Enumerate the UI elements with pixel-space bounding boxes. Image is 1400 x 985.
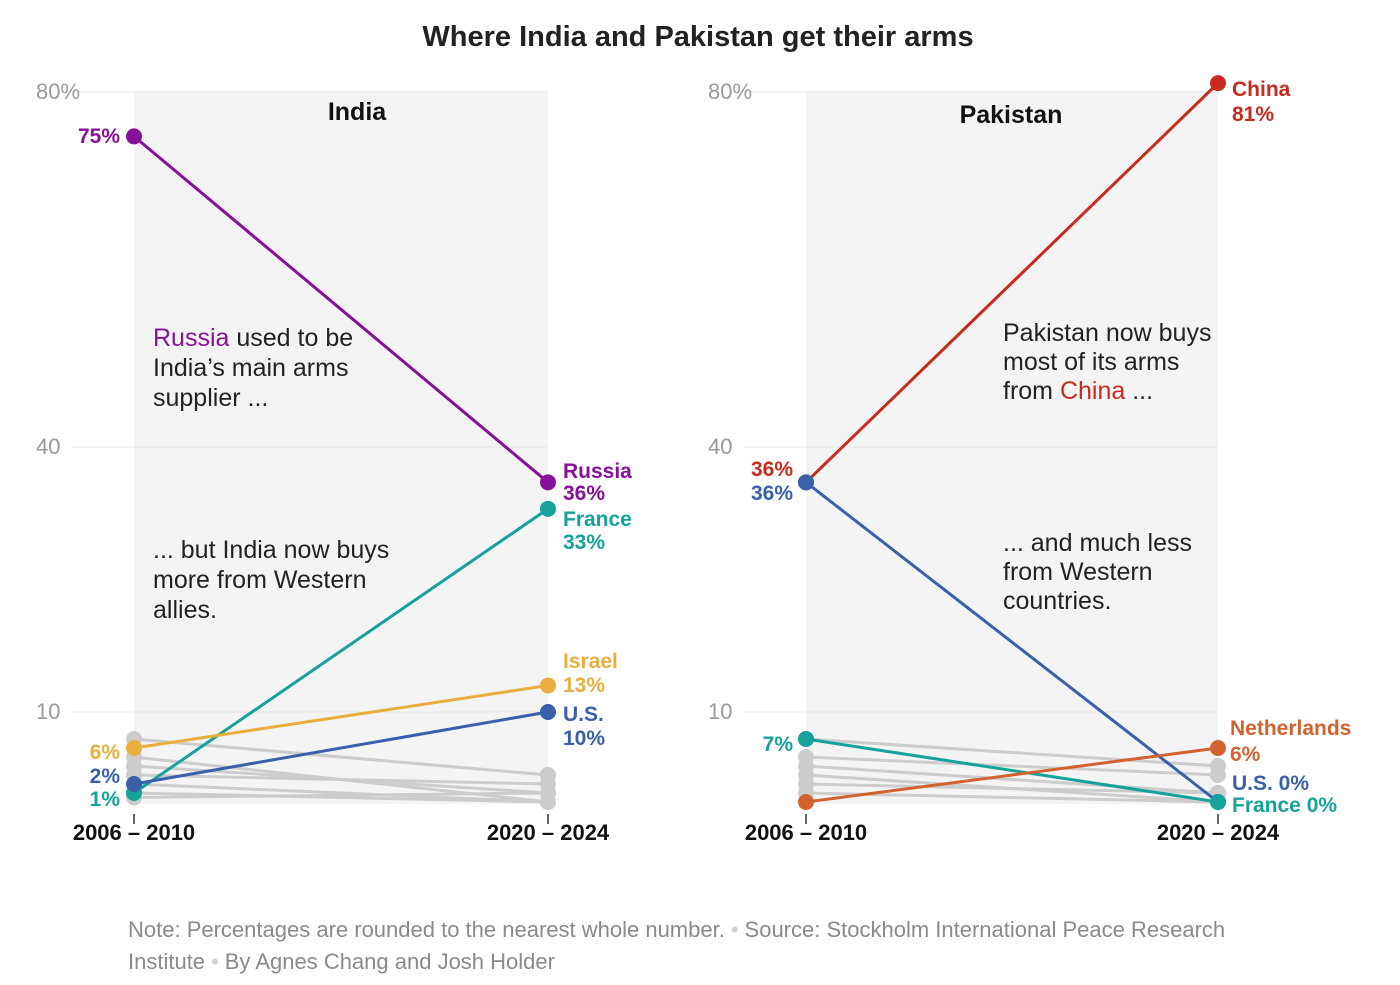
annotation-line: supplier ... [153,384,268,412]
annotation-line: Pakistan now buys [1003,319,1211,347]
france-end-name: France [563,508,632,531]
annotation-line: India’s main arms [153,354,348,382]
note-text: Note: Percentages are rounded to the nea… [128,917,725,942]
netherlands-end-value: 6% [1230,743,1261,766]
y-tick-label: 80% [36,79,80,104]
arms-chart: Where India and Pakistan get their arms 8… [36,21,1351,845]
us-line [133,710,549,786]
us-line [805,481,1219,804]
annotation-line: more from Western [153,566,366,594]
us-start-point [126,776,142,792]
y-tick-label: 10 [708,699,732,724]
france-line [133,507,549,795]
netherlands-line [805,746,1219,804]
us-start-point [798,474,814,491]
us-start-label: 2% [90,765,121,788]
annotation-line: from China ... [1003,377,1153,405]
other-country-line [805,737,1219,768]
france-end-value: 33% [563,531,605,554]
annotation-line: ... but India now buys [153,536,389,564]
chart-title: Where India and Pakistan get their arms [422,21,973,53]
netherlands-end-name: Netherlands [1230,717,1351,740]
other-country-line [133,791,549,804]
china-end-point [1210,75,1226,92]
russia-start-point [126,128,142,145]
france-end-point [540,500,556,517]
israel-end-name: Israel [563,650,618,673]
russia-start-label: 75% [78,125,120,148]
france-end-label: France 0% [1232,794,1337,817]
other-country-line [805,755,1219,777]
y-tick-label: 80% [708,79,752,104]
other-country-line [133,791,549,799]
y-tick-label: 10 [36,699,60,724]
x-axis-label: 2006 – 2010 [73,820,195,845]
panel-background [134,92,548,804]
other-country-line [805,764,1219,795]
other-country-line [133,773,549,786]
other-country-point [1210,767,1226,783]
byline-text: By Agnes Chang and Josh Holder [224,949,555,974]
russia-end-value: 36% [563,482,605,505]
x-axis-label: 2006 – 2010 [745,820,867,845]
y-tick-label: 40 [708,434,732,459]
france-start-label: 7% [763,733,794,756]
x-axis-label: 2020 – 2024 [487,820,610,845]
source-text: Source: Stockholm International Peace Re… [128,917,1226,974]
x-axis-label: 2020 – 2024 [1157,820,1280,845]
israel-start-label: 6% [90,741,121,764]
france-start-point [798,731,814,747]
china-line [804,82,1220,484]
annotation-line: allies. [153,596,217,624]
france-line [805,737,1219,804]
russia-end-name: Russia [563,460,632,483]
y-tick-label: 40 [36,434,60,459]
annotation-line: Russia used to be [153,324,353,352]
france-start-label: 1% [90,788,121,811]
annotation-line: from Western [1003,558,1153,586]
annotation-line: most of its arms [1003,348,1179,376]
russia-end-point [540,474,556,491]
russia-line [133,135,549,484]
other-country-point [540,785,556,801]
israel-line [133,684,549,750]
us-end-label: U.S. 0% [1232,772,1309,795]
israel-end-value: 13% [563,674,605,697]
israel-end-point [540,677,556,694]
us-end-value: 10% [563,727,605,750]
panel-title: Pakistan [960,101,1063,129]
china-end-name: China [1232,78,1291,101]
netherlands-end-point [1210,740,1226,756]
footer-note: Note: Percentages are rounded to the nea… [128,917,1226,974]
us-start-label: 36% [751,482,793,505]
china-end-value: 81% [1232,103,1274,126]
china-start-label: 36% [751,458,793,481]
france-end-point [1210,794,1226,810]
us-end-name: U.S. [563,703,604,726]
panel-background [806,92,1218,804]
annotation-line: ... and much less [1003,529,1192,557]
panel-title: India [328,98,387,126]
netherlands-start-point [798,794,814,810]
israel-start-point [126,740,142,756]
annotation-line: countries. [1003,587,1111,615]
us-end-point [540,704,556,720]
